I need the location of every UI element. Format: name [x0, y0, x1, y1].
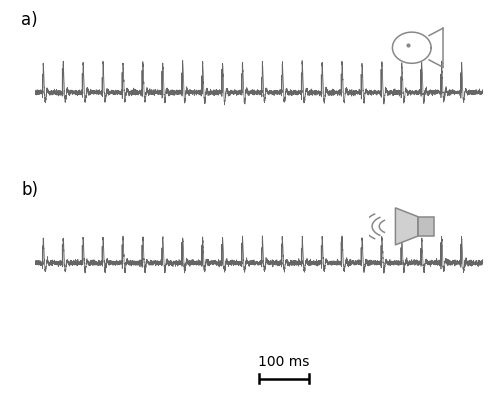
Text: 100 ms: 100 ms — [258, 355, 310, 369]
Text: b): b) — [21, 181, 38, 198]
FancyBboxPatch shape — [418, 217, 434, 237]
Polygon shape — [395, 208, 418, 245]
Text: a): a) — [21, 11, 38, 28]
